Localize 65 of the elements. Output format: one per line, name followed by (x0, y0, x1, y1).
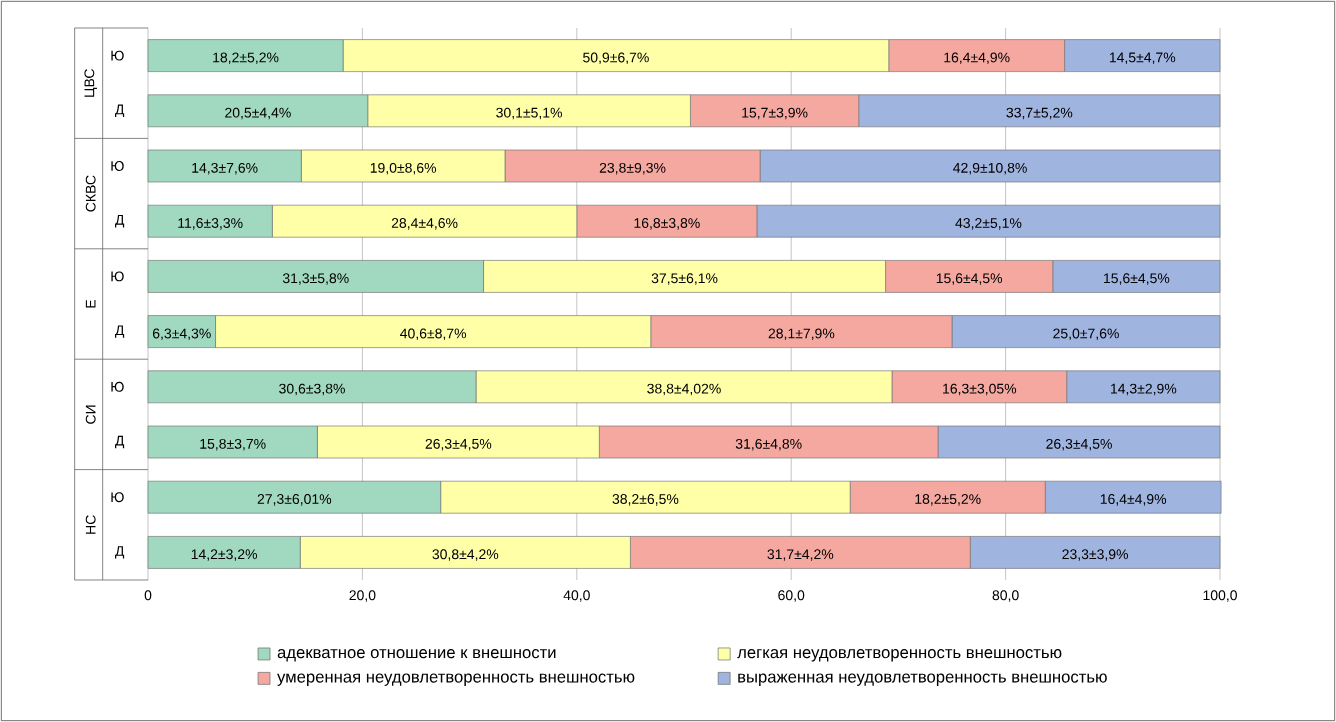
y-tick-label: Д (115, 215, 125, 228)
data-label: 20,5±4,4% (225, 107, 291, 120)
data-label: 30,8±4,2% (432, 549, 499, 561)
x-tick-label: 20,0 (349, 590, 376, 602)
data-label: 14,5±4,7% (1109, 52, 1176, 65)
y-tick-label: Ю (111, 161, 124, 171)
text: СИ (85, 405, 96, 424)
data-label: 15,6±4,5% (936, 273, 1003, 285)
data-label: 15,6±4,5% (1104, 273, 1170, 285)
data-label: 37,5±6,1% (651, 273, 718, 285)
data-label: 38,8±4,02% (647, 383, 721, 396)
x-tick-label: 80,0 (992, 590, 1019, 602)
data-label: 16,4±4,9% (944, 52, 1010, 65)
data-label: 28,1±7,9% (768, 328, 835, 341)
data-label: 30,6±3,8% (279, 383, 345, 396)
data-label: 43,2±5,1% (955, 218, 1022, 230)
data-label: 38,2±6,5% (612, 494, 679, 506)
data-label: 30,1±5,1% (496, 107, 563, 120)
data-label: 14,2±3,2% (191, 549, 258, 561)
data-label: 40,6±8,7% (400, 328, 467, 341)
y-tick-label: Ю (111, 381, 124, 392)
data-label: 26,3±4,5% (1046, 438, 1112, 451)
y-tick-label: Д (115, 104, 125, 117)
data-label: 18,2±5,2% (915, 494, 981, 506)
data-label: 31,3±5,8% (282, 273, 349, 285)
data-label: 27,3±6,01% (257, 494, 332, 506)
text: ЦВС (84, 69, 97, 97)
data-label: 26,3±4,5% (425, 438, 492, 451)
data-label: 50,9±6,7% (583, 52, 649, 65)
y-tick-label: Д (115, 325, 125, 338)
data-label: 14,3±7,6% (192, 162, 258, 175)
data-label: 31,6±4,8% (735, 438, 802, 451)
data-label: 23,8±9,3% (599, 162, 666, 175)
data-label: 18,2±5,2% (213, 52, 279, 65)
data-label: 14,3±2,9% (1111, 383, 1177, 396)
y-tick-label: Ю (111, 492, 124, 503)
x-tick-label: 60,0 (778, 590, 805, 602)
data-label: 15,8±3,7% (200, 438, 266, 451)
data-label: 16,3±3,05% (943, 383, 1017, 396)
data-label: 16,4±4,9% (1100, 494, 1167, 506)
data-label: 42,9±10,8% (953, 162, 1027, 175)
data-label: 6,3±4,3% (152, 328, 211, 341)
x-tick-label: 40,0 (563, 590, 590, 602)
legend-label: адекватное отношение к внешности (277, 649, 556, 662)
text: Е (85, 299, 96, 308)
y-tick-label: Д (115, 546, 125, 559)
data-label: 15,7±3,9% (742, 107, 808, 120)
y-tick-label: Ю (111, 50, 124, 61)
data-label: 19,0±8,6% (370, 162, 437, 175)
data-label: 28,4±4,6% (391, 218, 458, 230)
x-tick-label: 100,0 (1203, 590, 1237, 602)
y-tick-label: Д (115, 435, 125, 449)
data-label: 25,0±7,6% (1053, 328, 1119, 341)
legend-label: выраженная неудовлетворенность внешностью (738, 673, 1107, 686)
legend-label: умеренная неудовлетворенность внешностью (277, 673, 635, 686)
x-tick-label: 0 (144, 590, 152, 601)
data-label: 16,8±3,8% (634, 218, 700, 230)
text: НС (85, 515, 96, 534)
data-label: 23,3±3,9% (1062, 549, 1129, 561)
y-tick-label: Ю (111, 271, 124, 282)
text: СКВС (85, 175, 96, 212)
legend-label: легкая неудовлетворенность внешностью (737, 649, 1062, 662)
data-label: 31,7±4,2% (767, 549, 834, 561)
data-label: 33,7±5,2% (1006, 107, 1073, 120)
data-label: 11,6±3,3% (178, 218, 243, 230)
